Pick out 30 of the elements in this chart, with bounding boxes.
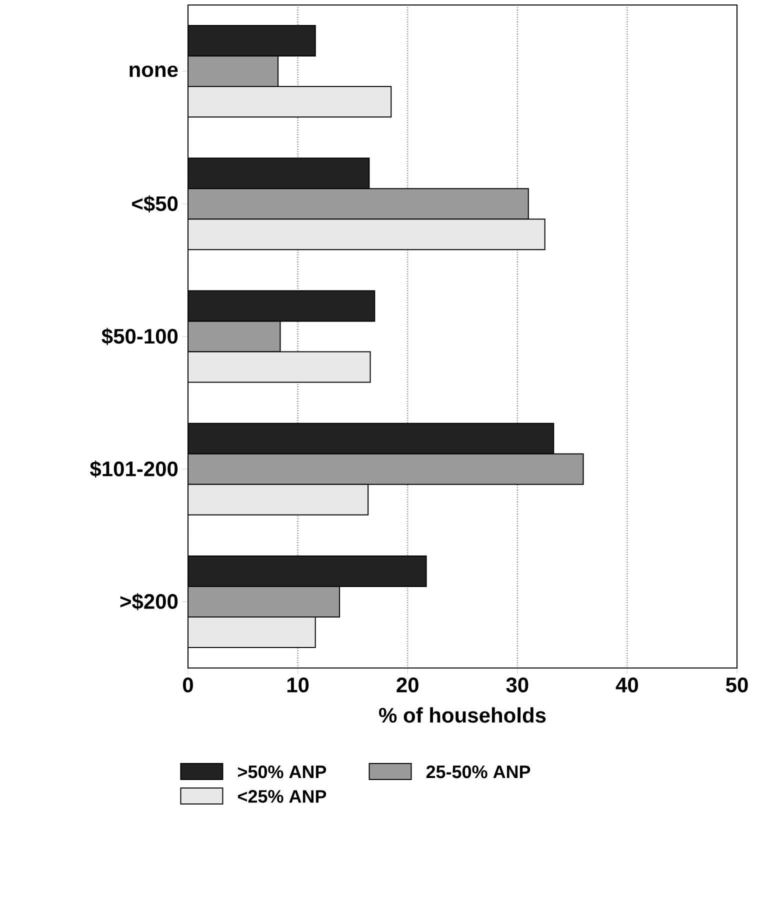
bar xyxy=(188,453,584,485)
bar xyxy=(188,351,371,383)
y-tick-label: <$50 xyxy=(132,195,178,212)
legend-label: >50% ANP xyxy=(238,765,326,778)
bar xyxy=(188,158,370,190)
legend-label: 25-50% ANP xyxy=(426,765,530,778)
x-tick-label: 40 xyxy=(616,678,638,692)
x-tick-label: 20 xyxy=(396,678,418,692)
x-tick-label: 10 xyxy=(287,678,309,692)
y-tick-label: $101-200 xyxy=(90,460,178,478)
bar xyxy=(188,555,427,587)
x-tick-label: 50 xyxy=(726,678,748,692)
y-tick-label: >$200 xyxy=(120,593,178,610)
legend-label: <25% ANP xyxy=(238,790,326,803)
bar xyxy=(188,56,279,88)
bar xyxy=(188,320,281,352)
bar xyxy=(188,484,369,516)
bar xyxy=(188,586,340,618)
bar xyxy=(188,25,316,57)
y-tick-label: none xyxy=(130,66,178,78)
bar xyxy=(188,218,546,250)
bar xyxy=(188,86,392,118)
y-tick-label: $50-100 xyxy=(102,328,178,346)
bar xyxy=(188,290,376,322)
x-axis-title: % of households xyxy=(379,707,546,723)
bar xyxy=(188,616,316,648)
bar xyxy=(188,422,554,454)
x-tick-label: 30 xyxy=(506,678,528,692)
bar xyxy=(188,188,529,220)
x-tick-label: 0 xyxy=(182,678,193,692)
